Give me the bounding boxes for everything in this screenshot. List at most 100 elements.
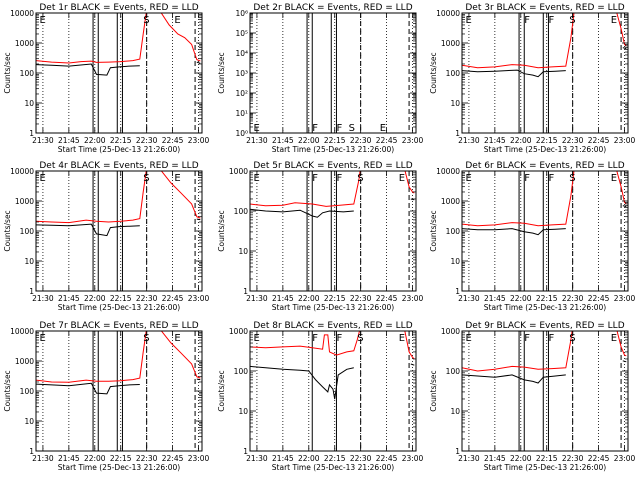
series-group [36, 331, 201, 395]
x-tick-label: 22:45 [588, 454, 610, 463]
series-line [462, 228, 566, 236]
chart-title: Det 5r BLACK = Events, RED = LLD [253, 161, 412, 171]
x-tick-label: 23:00 [614, 454, 636, 463]
y-axis-label: Counts/sec [429, 370, 438, 411]
y-axis-label: Counts/sec [217, 370, 226, 411]
event-flag: E [611, 15, 617, 26]
y-axis-label: Counts/sec [217, 52, 226, 93]
x-tick-label: 22:45 [162, 454, 184, 463]
y-tick-label: 1000 [229, 167, 248, 176]
event-flag: F [548, 333, 554, 344]
x-tick-label: 21:45 [272, 294, 294, 303]
x-tick-label: 22:00 [84, 136, 106, 145]
y-tick-label: 10 [24, 99, 34, 108]
x-tick-label: 22:45 [376, 294, 398, 303]
plot-frame [249, 330, 417, 452]
x-tick-label: 22:45 [588, 136, 610, 145]
plot-frame [249, 12, 417, 134]
series-group [250, 331, 415, 400]
plot-frame [461, 12, 629, 134]
y-tick-label: 100 [446, 69, 461, 78]
x-tick-label: 23:00 [614, 294, 636, 303]
series-line [250, 365, 354, 400]
event-flag: S [143, 173, 149, 184]
series-line [196, 61, 201, 64]
y-tick-label: 1 [455, 287, 460, 296]
x-tick-label: 22:00 [510, 136, 532, 145]
x-axis-label: Start Time (25-Dec-13 21:26:00) [58, 303, 180, 312]
event-flag: E [39, 173, 45, 184]
event-flag: S [357, 173, 363, 184]
x-tick-label: 22:15 [324, 136, 346, 145]
y-tick-label: 10 [450, 257, 460, 266]
x-tick-label: 21:30 [246, 136, 268, 145]
x-tick-label: 22:15 [536, 294, 558, 303]
y-tick-label: 10 [24, 417, 34, 426]
chart-panel: Det 7r BLACK = Events, RED = LLD E S E 1 10 10… [3, 321, 210, 472]
event-flag: F [312, 173, 318, 184]
event-flag: E [611, 173, 617, 184]
chart-title: Det 1r BLACK = Events, RED = LLD [39, 3, 198, 13]
series-line [250, 208, 354, 218]
x-tick-label: 22:00 [298, 294, 320, 303]
x-tick-label: 22:00 [298, 454, 320, 463]
series-line [36, 13, 201, 64]
y-tick-label: 100 [20, 227, 35, 236]
series-line [196, 378, 201, 381]
x-axis-label: Start Time (25-Dec-13 21:26:00) [272, 303, 394, 312]
plot-frame [461, 330, 629, 452]
series-line [36, 382, 140, 395]
y-tick-label: 10⁰ [235, 129, 248, 138]
x-tick-label: 22:00 [298, 136, 320, 145]
event-flag: S [143, 15, 149, 26]
series-line [462, 69, 566, 78]
y-tick-label: 10000 [10, 9, 34, 18]
y-tick-label: 10000 [436, 167, 460, 176]
series-line [250, 171, 415, 207]
y-tick-label: 10000 [10, 167, 34, 176]
x-tick-label: 22:45 [376, 454, 398, 463]
y-axis-label: Counts/sec [3, 52, 12, 93]
chart-panel: Det 9r BLACK = Events, RED = LLD E F F S E 1 10… [429, 321, 636, 472]
x-tick-label: 21:30 [32, 294, 54, 303]
y-tick-label: 100 [20, 387, 35, 396]
event-flag: F [524, 15, 530, 26]
y-tick-label: 10 [450, 99, 460, 108]
x-tick-label: 21:45 [484, 136, 506, 145]
chart-panel: Det 5r BLACK = Events, RED = LLD E F F S E 1 10… [217, 161, 424, 312]
event-flag: E [399, 173, 405, 184]
y-tick-label: 1 [243, 447, 248, 456]
event-flag: E [380, 123, 386, 134]
x-tick-label: 22:00 [510, 454, 532, 463]
x-tick-label: 22:15 [536, 454, 558, 463]
x-tick-label: 22:45 [162, 136, 184, 145]
x-tick-label: 21:30 [246, 294, 268, 303]
y-tick-label: 10 [450, 407, 460, 416]
series-line [36, 63, 140, 76]
x-tick-label: 23:00 [614, 136, 636, 145]
event-flag: S [357, 333, 363, 344]
series-line [36, 171, 201, 224]
y-tick-label: 1000 [441, 197, 460, 206]
y-tick-label: 1000 [229, 327, 248, 336]
series-line [462, 374, 566, 384]
event-flag: F [336, 333, 342, 344]
x-tick-label: 22:30 [136, 136, 158, 145]
x-tick-label: 22:45 [376, 136, 398, 145]
y-tick-label: 1 [29, 287, 34, 296]
event-flag: S [569, 15, 575, 26]
plot-frame [249, 170, 417, 292]
x-tick-label: 23:00 [402, 454, 424, 463]
chart-title: Det 9r BLACK = Events, RED = LLD [465, 321, 624, 331]
y-axis-label: Counts/sec [3, 210, 12, 251]
x-tick-label: 22:30 [350, 136, 372, 145]
event-flag: F [524, 333, 530, 344]
plot-frame [35, 12, 203, 134]
y-tick-label: 1000 [441, 39, 460, 48]
event-flag: E [253, 333, 259, 344]
event-flag: S [349, 123, 355, 134]
x-tick-label: 22:00 [84, 454, 106, 463]
y-axis-label: Counts/sec [3, 370, 12, 411]
y-tick-label: 10 [238, 407, 248, 416]
event-flag: S [569, 173, 575, 184]
